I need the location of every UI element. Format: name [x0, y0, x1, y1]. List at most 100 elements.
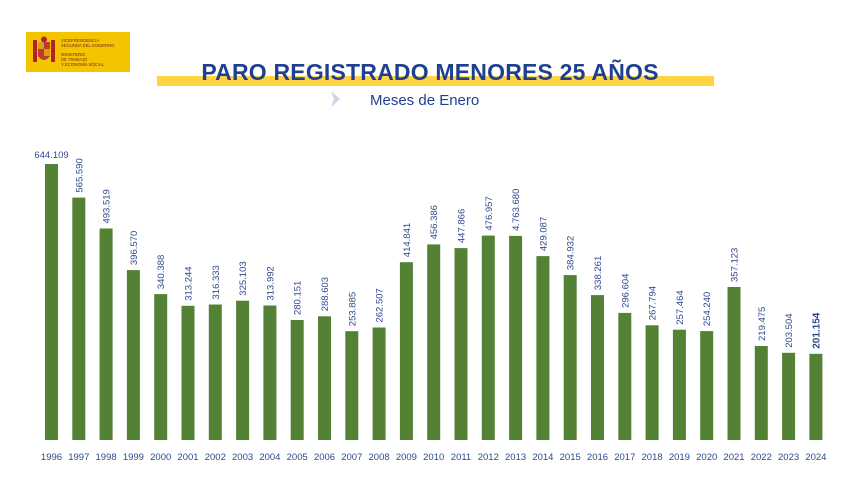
x-tick-label: 2017: [614, 452, 635, 463]
bar-1996: [45, 164, 58, 440]
x-tick-label: 2013: [505, 452, 526, 463]
subtitle-row: Meses de Enero: [330, 88, 530, 112]
bar-2017: [618, 312, 632, 440]
bar-2001: [181, 305, 195, 440]
x-tick-label: 2001: [177, 452, 198, 463]
logo-line: SEGUNDA DEL GOBIERNO: [61, 42, 115, 48]
x-tick-label: 2006: [314, 452, 335, 463]
x-tick-label: 2018: [642, 452, 663, 463]
x-tick-label: 2011: [451, 452, 471, 463]
x-tick-label: 2009: [396, 452, 417, 463]
x-tick-label: 2004: [259, 452, 280, 463]
value-label: 257.464: [675, 290, 686, 324]
bar-1997: [72, 197, 86, 440]
bar-2019: [672, 329, 686, 440]
x-tick-label: 2007: [341, 452, 362, 463]
value-label: 414.841: [402, 223, 413, 257]
chart-subtitle: Meses de Enero: [370, 92, 480, 109]
logo-text: VICEPRESIDENCIA SEGUNDA DEL GOBIERNO MIN…: [61, 38, 127, 67]
value-label: 313.992: [265, 266, 276, 300]
value-label: 313.244: [184, 266, 195, 300]
x-tick-label: 2015: [560, 452, 581, 463]
value-label: 280.151: [293, 281, 304, 315]
bar-2014: [536, 256, 550, 440]
bar-2004: [263, 305, 277, 440]
x-tick-label: 1999: [123, 452, 144, 463]
value-label: 296.604: [620, 274, 631, 308]
value-label: 219.475: [757, 307, 768, 341]
x-tick-label: 2002: [205, 452, 226, 463]
value-label: 267.794: [648, 286, 659, 320]
value-label: 201.154: [811, 312, 822, 349]
logo-line: MINISTERIO: [61, 51, 86, 57]
value-label: 203.504: [784, 313, 795, 347]
x-tick-label: 2003: [232, 452, 253, 463]
value-label: 288.603: [320, 277, 331, 311]
x-tick-label: 2020: [696, 452, 717, 463]
value-label: 456.386: [429, 205, 440, 239]
bar-2009: [399, 262, 413, 440]
value-label: 396.570: [129, 231, 140, 265]
bar-2010: [427, 244, 441, 440]
bar-2024: [809, 353, 823, 440]
bar-2022: [754, 346, 768, 440]
bar-2013: [509, 235, 523, 440]
bar-1998: [99, 228, 113, 440]
title-highlight-band: [157, 76, 714, 86]
bar-2023: [782, 352, 796, 440]
bar-2021: [727, 287, 741, 440]
value-label: 429.087: [538, 217, 549, 251]
x-tick-label: 1998: [96, 452, 117, 463]
x-tick-label: 2014: [532, 452, 553, 463]
bar-2016: [591, 295, 604, 440]
value-label: 262.507: [375, 288, 386, 322]
government-logo: VICEPRESIDENCIA SEGUNDA DEL GOBIERNO MIN…: [26, 32, 130, 72]
x-tick-label: 2024: [805, 452, 826, 463]
bar-2012: [481, 235, 495, 440]
value-label: 340.388: [156, 255, 167, 289]
value-label: 476.957: [484, 196, 495, 230]
logo-line: VICEPRESIDENCIA: [61, 37, 100, 43]
x-tick-label: 2010: [423, 452, 444, 463]
bar-2011: [454, 248, 468, 440]
value-label: 316.333: [211, 265, 222, 299]
x-tick-label: 2021: [723, 452, 744, 463]
bar-2020: [700, 331, 714, 440]
bar-1999: [126, 270, 140, 440]
value-label: 254.240: [702, 292, 713, 326]
x-tick-label: 2000: [150, 452, 171, 463]
bar-2015: [563, 275, 577, 440]
logo-line: DE TRABAJO: [61, 56, 88, 62]
x-tick-label: 2008: [369, 452, 390, 463]
chart-title: PARO REGISTRADO MENORES 25 AÑOS: [201, 59, 659, 85]
value-label: 493.519: [102, 189, 113, 223]
value-label: 325.103: [238, 261, 249, 295]
value-label: 253.885: [347, 292, 358, 326]
value-label: 644.109: [34, 150, 68, 161]
bar-2006: [318, 316, 331, 440]
x-tick-label: 1996: [41, 452, 62, 463]
value-label: 384.932: [566, 236, 577, 270]
value-label: 565.590: [74, 158, 85, 192]
value-label: 447.866: [457, 209, 468, 243]
value-label: 357.123: [730, 248, 741, 282]
coat-of-arms-icon: [33, 36, 55, 62]
bar-2018: [645, 325, 659, 440]
bar-2002: [208, 304, 222, 440]
x-tick-label: 2022: [751, 452, 772, 463]
logo-line: Y ECONOMÍA SOCIAL: [61, 61, 104, 67]
x-tick-label: 2019: [669, 452, 690, 463]
x-tick-label: 2012: [478, 452, 499, 463]
value-label: 4.763.680: [511, 189, 522, 231]
x-tick-label: 2023: [778, 452, 799, 463]
value-label: 338.261: [593, 256, 604, 290]
x-tick-label: 1997: [68, 452, 89, 463]
bar-2000: [154, 294, 168, 440]
bar-2005: [290, 320, 304, 440]
bar-2008: [372, 327, 386, 440]
x-tick-label: 2005: [287, 452, 308, 463]
bar-2007: [345, 331, 359, 440]
bar-2003: [236, 300, 250, 440]
chevron-right-icon: [331, 91, 340, 107]
